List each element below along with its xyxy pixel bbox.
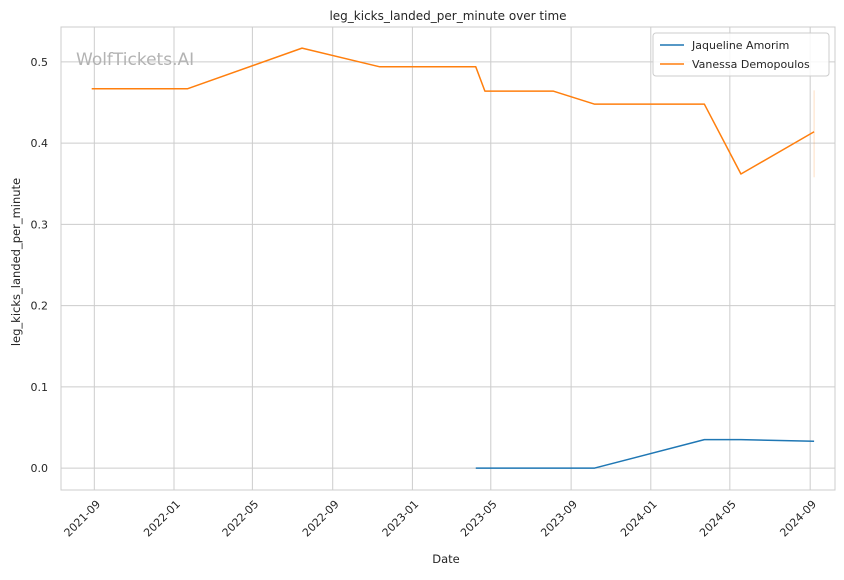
series-line-jaqueline-amorim (475, 438, 815, 469)
watermark: WolfTickets.AI (76, 50, 194, 70)
y-tick-label: 0.1 (31, 381, 49, 394)
chart-title: leg_kicks_landed_per_minute over time (329, 9, 566, 23)
y-tick-label: 0.5 (31, 56, 49, 69)
y-tick-label: 0.3 (31, 218, 49, 231)
legend-label-vanessa-demopoulos: Vanessa Demopoulos (692, 58, 810, 71)
legend: Jaqueline Amorim Vanessa Demopoulos (652, 32, 830, 77)
y-tick-label: 0.0 (31, 462, 49, 475)
y-axis-ticks: 0.0 0.1 0.2 0.3 0.4 0.5 (31, 56, 49, 475)
y-tick-label: 0.4 (31, 137, 49, 150)
x-axis-label: Date (432, 552, 460, 566)
y-axis-label: leg_kicks_landed_per_minute (9, 178, 23, 346)
y-tick-label: 0.2 (31, 300, 49, 313)
plot-area-frame (60, 26, 836, 491)
series-line-vanessa-demopoulos (91, 47, 815, 175)
grid (61, 27, 835, 490)
legend-box (652, 32, 830, 77)
series-lines (91, 47, 815, 469)
legend-label-jaqueline-amorim: Jaqueline Amorim (691, 39, 789, 52)
